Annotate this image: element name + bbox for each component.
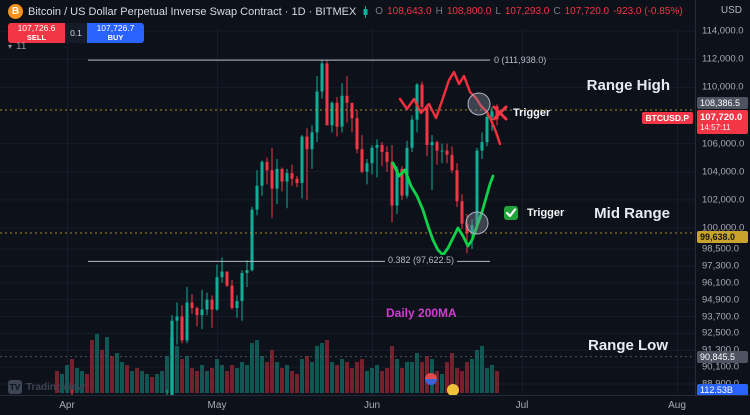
low-label: L — [495, 6, 501, 17]
currency-label[interactable]: USD — [720, 5, 742, 16]
price-axis-label: 88,900.0 — [702, 378, 739, 389]
buy-button[interactable]: 107,726.7 BUY — [87, 23, 144, 43]
change-value: -923.0 (-0.85%) — [613, 6, 683, 17]
btc-symbol-icon: B — [8, 4, 23, 19]
tradingview-logo-text: TradingView — [26, 381, 85, 393]
time-axis-label: Jul — [515, 400, 529, 411]
open-label: O — [375, 6, 384, 17]
price-axis-label: 91,300.0 — [702, 345, 739, 356]
last-price-badge: 107,720.0 14:57:11 — [697, 110, 748, 134]
last-price: 107,720.0 — [700, 112, 743, 123]
time-axis-label: Aug — [668, 400, 686, 411]
price-axis-label: 97,300.0 — [702, 260, 739, 272]
volume-value-badge: 112.53B — [697, 384, 748, 396]
upper-trigger-label[interactable]: Trigger — [513, 107, 551, 119]
close-value: 107,720.0 — [564, 6, 610, 17]
time-axis-label: Jun — [363, 400, 381, 411]
close-label: C — [553, 6, 561, 17]
price-axis-label: 93,700.0 — [702, 311, 739, 322]
face-sticker-icon[interactable] — [447, 384, 459, 396]
face-sticker-icon[interactable] — [425, 373, 437, 385]
candle-chart-icon — [361, 5, 370, 18]
bar-countdown: 14:57:11 — [700, 123, 731, 132]
mid-range-text-drawing[interactable]: Mid Range — [594, 205, 670, 222]
price-axis-label: 114,000.0 — [702, 25, 744, 37]
fib-level-0-label: 0 (111,938.0) — [494, 55, 547, 65]
tradingview-logo[interactable]: TV TradingView — [8, 380, 85, 394]
chevron-down-icon: ▾ — [8, 42, 13, 51]
open-value: 108,643.0 — [387, 6, 432, 17]
low-value: 107,293.0 — [504, 6, 550, 17]
trade-panel: 107,726.6 SELL 0.1 107,726.7 BUY — [8, 23, 144, 43]
level-lines[interactable] — [0, 109, 695, 358]
sell-label: SELL — [26, 33, 47, 42]
sell-button[interactable]: 107,726.6 SELL — [8, 23, 65, 43]
time-axis[interactable]: Apr May Jun Jul Aug — [0, 395, 750, 415]
symbol-title[interactable]: Bitcoin / US Dollar Perpetual Inverse Sw… — [28, 5, 357, 18]
price-axis[interactable]: USD 114,000.0 112,000.0 110,000.0 106,000.0… — [695, 0, 750, 415]
price-axis-label: 90,100.0 — [702, 361, 739, 373]
grid-lines — [0, 28, 695, 395]
price-axis-label: 98,500.0 — [702, 243, 739, 255]
tradingview-logo-icon: TV — [8, 380, 22, 394]
price-axis-label: 100,000.0 — [702, 222, 745, 234]
time-axis-label: Apr — [59, 400, 75, 411]
sell-price: 107,726.6 — [17, 23, 56, 33]
candles — [71, 60, 499, 415]
price-axis-label: 92,500.0 — [702, 327, 739, 339]
low-level-price-badge: 90,845.5 — [697, 351, 748, 363]
high-label: H — [435, 6, 443, 17]
trade-path-drawings[interactable] — [391, 70, 518, 257]
time-axis-label: May — [207, 400, 227, 411]
fib-level-382-label: 0.382 (97,622.5) — [385, 255, 458, 265]
buy-price: 107,726.7 — [96, 23, 135, 33]
price-axis-label: 96,100.0 — [702, 277, 739, 289]
range-low-text-drawing[interactable]: Range Low — [587, 337, 668, 354]
price-axis-label: 94,900.0 — [702, 294, 739, 306]
high-value: 108,800.0 — [446, 6, 492, 17]
upper-level-price-badge: 108,386.5 — [697, 97, 748, 109]
price-axis-label: 110,000.0 — [702, 81, 744, 93]
symbol-price-label: BTCUSD.P — [641, 112, 693, 124]
drawings-count-pill[interactable]: ▾ 11 — [8, 41, 26, 52]
mid-level-price-badge: 99,638.0 — [697, 231, 748, 243]
drawings-count: 11 — [16, 41, 27, 52]
price-axis-label: 112,000.0 — [702, 53, 744, 65]
chart-header: B Bitcoin / US Dollar Perpetual Inverse … — [8, 4, 683, 43]
price-axis-label: 106,000.0 — [702, 138, 745, 150]
lower-trigger-label[interactable]: Trigger — [527, 207, 565, 219]
price-axis-label: 104,000.0 — [702, 166, 745, 178]
range-high-text-drawing[interactable]: Range High — [586, 77, 670, 94]
spread-value: 0.1 — [65, 23, 87, 43]
daily-200ma-text-drawing[interactable]: Daily 200MA — [386, 306, 457, 320]
ohlc-readout: O 108,643.0 H 108,800.0 L 107,293.0 C 107,72… — [375, 6, 682, 17]
price-axis-label: 102,000.0 — [702, 194, 745, 206]
buy-label: BUY — [107, 33, 124, 42]
